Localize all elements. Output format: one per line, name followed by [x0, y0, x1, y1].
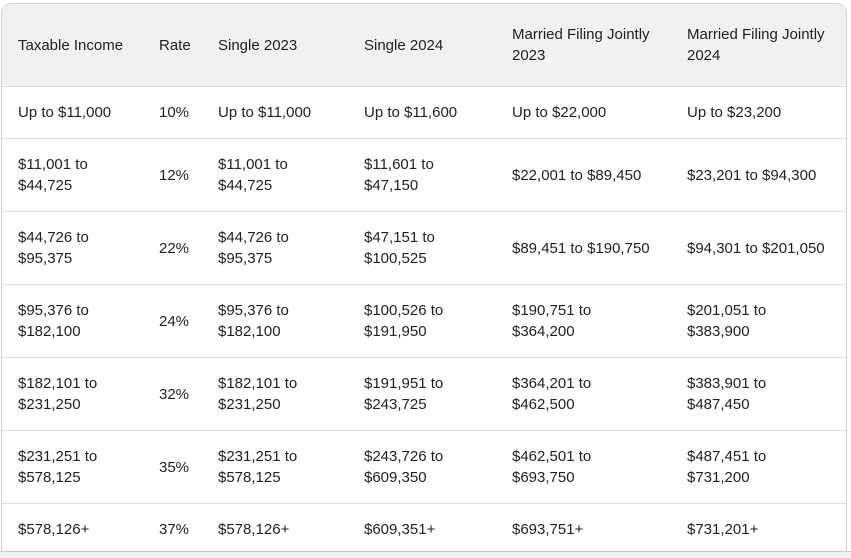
table-cell: 24%: [143, 284, 202, 358]
table-cell: $22,001 to $89,450: [496, 138, 671, 212]
table-cell: $89,451 to $190,750: [496, 211, 671, 285]
table-cell: $47,151 to $100,525: [348, 211, 496, 285]
table-body: Up to $11,000 10% Up to $11,000 Up to $11,6…: [2, 86, 846, 555]
table-cell: 32%: [143, 357, 202, 431]
table-cell: 35%: [143, 430, 202, 504]
table-cell: 22%: [143, 211, 202, 285]
header-cell: Single 2024: [348, 4, 496, 87]
table-cell: $364,201 to $462,500: [496, 357, 671, 431]
table-cell: $44,726 to $95,375: [202, 211, 348, 285]
table-cell: 37%: [143, 503, 202, 555]
table-cell: $231,251 to $578,125: [2, 430, 143, 504]
table-row: $231,251 to $578,125 35% $231,251 to $578,…: [2, 430, 846, 504]
table-cell: $201,051 to $383,900: [671, 284, 846, 358]
tax-brackets-table: Taxable Income Rate Single 2023 Single 2024…: [2, 4, 846, 555]
tax-brackets-table-card: Taxable Income Rate Single 2023 Single 2024…: [1, 3, 847, 555]
table-cell: $100,526 to $191,950: [348, 284, 496, 358]
table-cell: $95,376 to $182,100: [2, 284, 143, 358]
table-cell: $462,501 to $693,750: [496, 430, 671, 504]
table-cell: Up to $22,000: [496, 86, 671, 139]
table-cell: $191,951 to $243,725: [348, 357, 496, 431]
table-row: $11,001 to $44,725 12% $11,001 to $44,725 $…: [2, 138, 846, 212]
table-cell: Up to $11,600: [348, 86, 496, 139]
table-cell: $243,726 to $609,350: [348, 430, 496, 504]
table-header: Taxable Income Rate Single 2023 Single 2024…: [2, 4, 846, 87]
header-cell: Single 2023: [202, 4, 348, 87]
table-cell: $23,201 to $94,300: [671, 138, 846, 212]
table-cell: 12%: [143, 138, 202, 212]
table-cell: $11,001 to $44,725: [2, 138, 143, 212]
table-cell: $44,726 to $95,375: [2, 211, 143, 285]
header-cell: Rate: [143, 4, 202, 87]
table-row: $578,126+ 37% $578,126+ $609,351+ $693,751+ $…: [2, 503, 846, 555]
header-cell: Married Filing Jointly 2024: [671, 4, 846, 87]
table-cell: $578,126+: [202, 503, 348, 555]
header-cell: Taxable Income: [2, 4, 143, 87]
table-cell: $95,376 to $182,100: [202, 284, 348, 358]
table-header-row: Taxable Income Rate Single 2023 Single 2024…: [2, 4, 846, 87]
table-cell: $731,201+: [671, 503, 846, 555]
table-cell: Up to $23,200: [671, 86, 846, 139]
table-cell: $182,101 to $231,250: [2, 357, 143, 431]
table-cell: $609,351+: [348, 503, 496, 555]
table-cell: Up to $11,000: [2, 86, 143, 139]
table-cell: $487,451 to $731,200: [671, 430, 846, 504]
table-cell: $190,751 to $364,200: [496, 284, 671, 358]
table-cell: $11,001 to $44,725: [202, 138, 348, 212]
table-row: $95,376 to $182,100 24% $95,376 to $182,10…: [2, 284, 846, 358]
table-cell: $94,301 to $201,050: [671, 211, 846, 285]
table-cell: $231,251 to $578,125: [202, 430, 348, 504]
table-cell: $693,751+: [496, 503, 671, 555]
table-cell: $182,101 to $231,250: [202, 357, 348, 431]
table-row: Up to $11,000 10% Up to $11,000 Up to $11,6…: [2, 86, 846, 139]
table-cell: $11,601 to $47,150: [348, 138, 496, 212]
table-cell: Up to $11,000: [202, 86, 348, 139]
table-row: $182,101 to $231,250 32% $182,101 to $231,…: [2, 357, 846, 431]
bottom-cropped-bar: [0, 551, 851, 558]
table-row: $44,726 to $95,375 22% $44,726 to $95,375 $…: [2, 211, 846, 285]
table-cell: $578,126+: [2, 503, 143, 555]
table-cell: $383,901 to $487,450: [671, 357, 846, 431]
table-cell: 10%: [143, 86, 202, 139]
header-cell: Married Filing Jointly 2023: [496, 4, 671, 87]
